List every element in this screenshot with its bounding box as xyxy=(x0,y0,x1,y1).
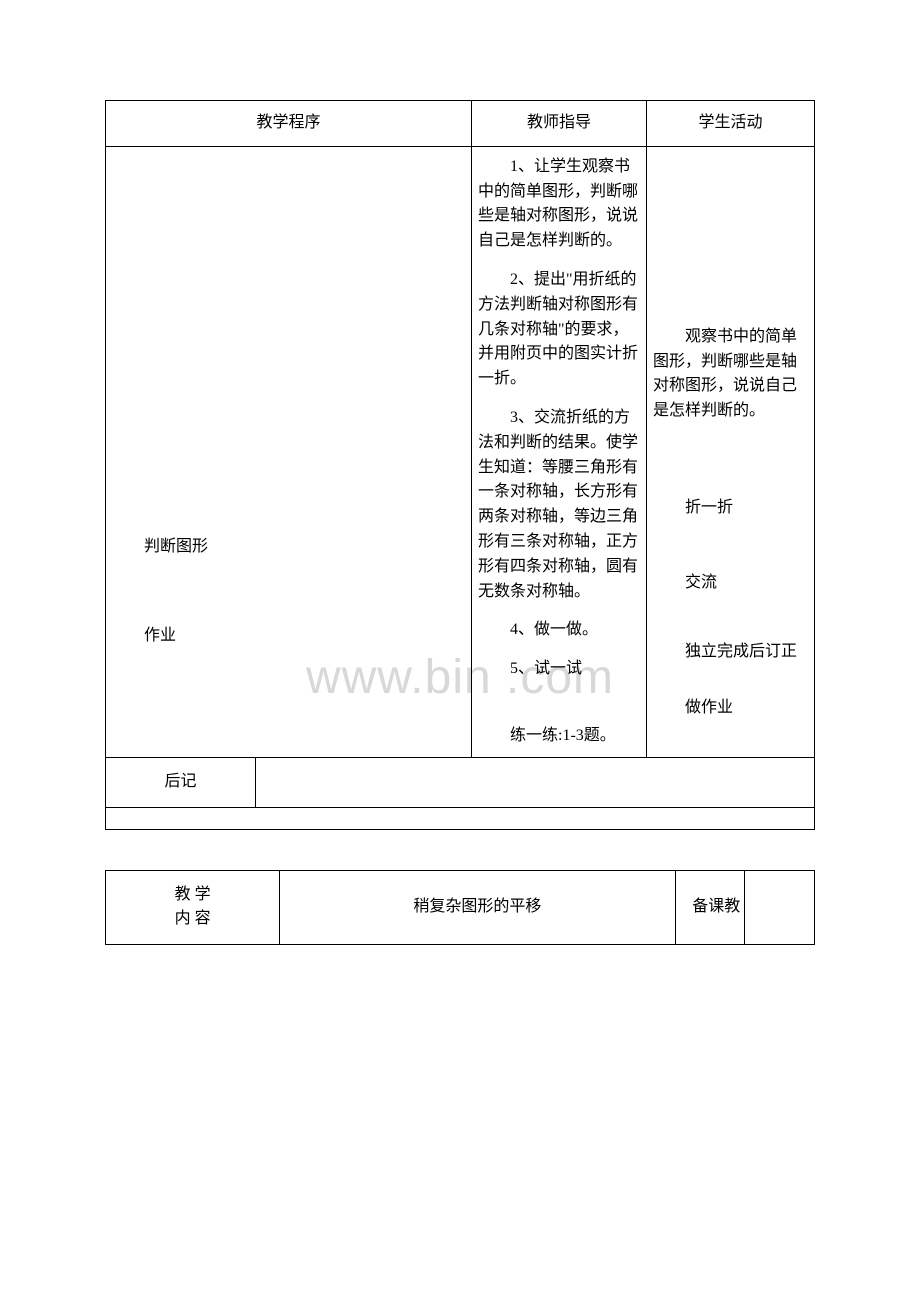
label-line1: 教 学 xyxy=(112,883,273,908)
header-procedure: 教学程序 xyxy=(106,101,472,147)
student-p4: 独立完成后订正 xyxy=(653,640,808,665)
procedure-text-1: 判断图形 xyxy=(112,535,465,560)
table-header-row: 教学程序 教师指导 学生活动 xyxy=(106,101,815,147)
teacher-p1: 1、让学生观察书中的简单图形，判断哪些是轴对称图形，说说自己是怎样判断的。 xyxy=(478,155,640,254)
teacher-p6: 练一练:1-3题。 xyxy=(478,724,640,749)
student-p3: 交流 xyxy=(653,571,808,596)
procedure-cell: 判断图形 作业 xyxy=(106,146,472,757)
header-student: 学生活动 xyxy=(647,101,815,147)
header-teacher: 教师指导 xyxy=(472,101,647,147)
teacher-p5: 5、试一试 xyxy=(478,657,640,682)
student-p5: 做作业 xyxy=(653,696,808,721)
student-cell: 观察书中的简单图形，判断哪些是轴对称图形，说说自己是怎样判断的。 折一折 交流 … xyxy=(647,146,815,757)
secondary-table: 教 学 内 容 稍复杂图形的平移 备课教 xyxy=(105,870,815,946)
student-p2: 折一折 xyxy=(653,496,808,521)
procedure-text-2: 作业 xyxy=(112,624,465,649)
main-lesson-table: 教学程序 教师指导 学生活动 判断图形 作业 1、让学生观察书中的简单图形，判断… xyxy=(105,100,815,830)
empty-cell xyxy=(106,807,815,829)
teacher-p2: 2、提出"用折纸的方法判断轴对称图形有几条对称轴"的要求，并用附页中的图实计折一… xyxy=(478,268,640,392)
teacher-p3: 3、交流折纸的方法和判断的结果。使学生知道：等腰三角形有一条对称轴，长方形有两条… xyxy=(478,406,640,604)
postscript-label: 后记 xyxy=(106,757,256,807)
empty-row xyxy=(106,807,815,829)
table2-row: 教 学 内 容 稍复杂图形的平移 备课教 xyxy=(106,870,815,945)
teacher-cell: 1、让学生观察书中的简单图形，判断哪些是轴对称图形，说说自己是怎样判断的。 2、… xyxy=(472,146,647,757)
label-line2: 内 容 xyxy=(112,907,273,932)
teaching-content-label: 教 学 内 容 xyxy=(106,870,280,945)
teaching-content-value: 稍复杂图形的平移 xyxy=(280,870,675,945)
postscript-row: 后记 xyxy=(106,757,815,807)
side-label: 备课教 xyxy=(675,870,745,945)
student-p1: 观察书中的简单图形，判断哪些是轴对称图形，说说自己是怎样判断的。 xyxy=(653,325,808,424)
table-body-row: 判断图形 作业 1、让学生观察书中的简单图形，判断哪些是轴对称图形，说说自己是怎… xyxy=(106,146,815,757)
side-empty xyxy=(745,870,815,945)
postscript-content xyxy=(256,757,815,807)
teacher-p4: 4、做一做。 xyxy=(478,618,640,643)
